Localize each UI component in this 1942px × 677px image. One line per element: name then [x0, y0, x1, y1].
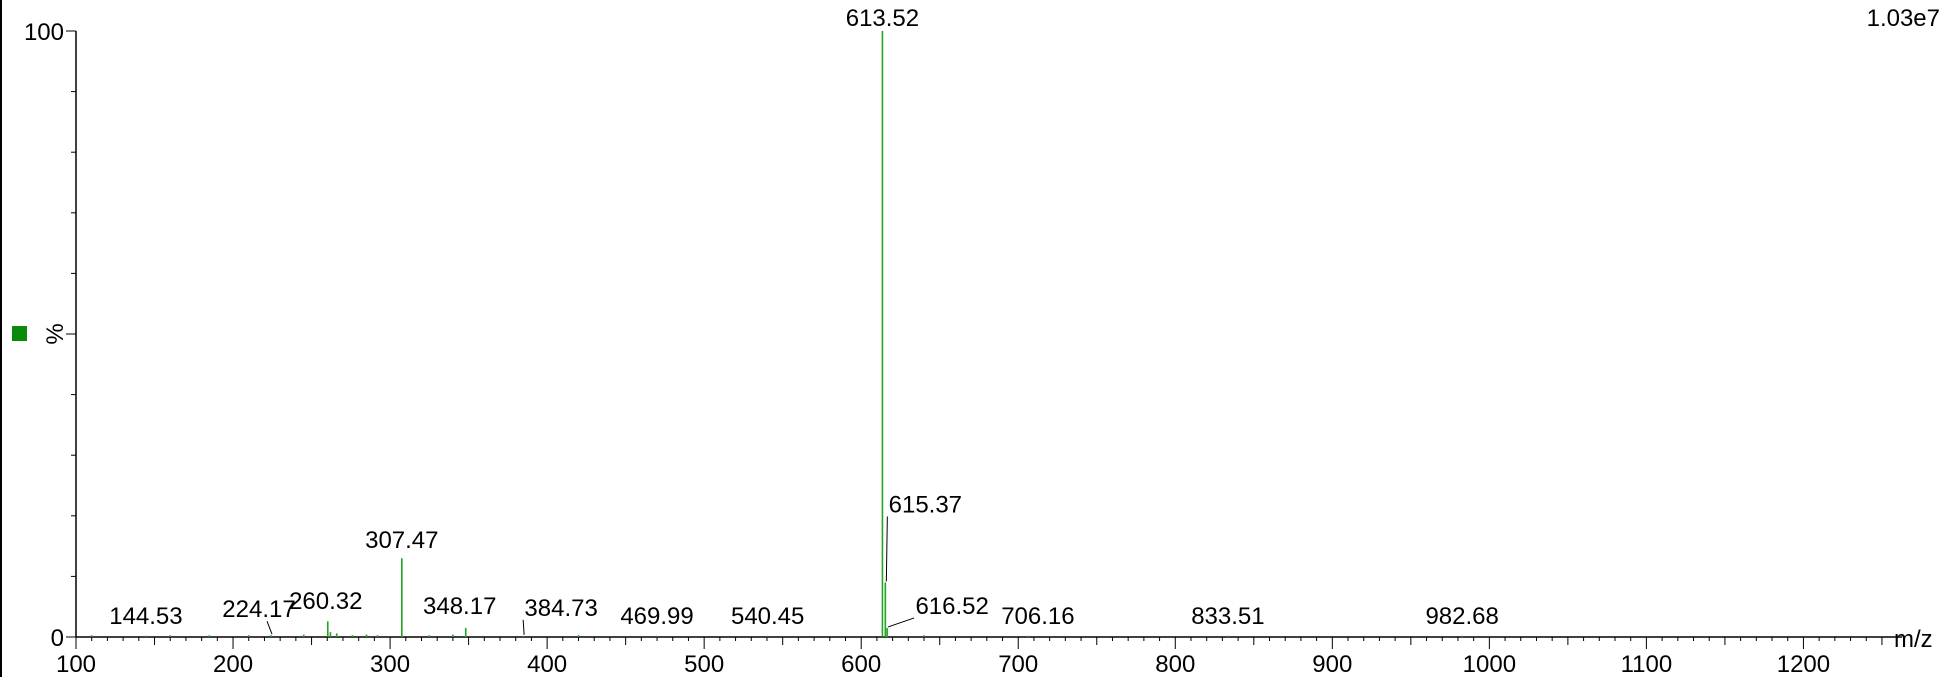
peak-label: 307.47 [365, 527, 438, 554]
peak-label: 613.52 [846, 5, 919, 32]
x-tick-label: 100 [56, 651, 96, 677]
x-tick-label: 300 [370, 651, 410, 677]
peak-label: 144.53 [109, 603, 182, 630]
peak-label: 615.37 [889, 491, 962, 518]
x-tick-label: 600 [841, 651, 881, 677]
peak-label: 540.45 [731, 603, 804, 630]
peak-label: 469.99 [620, 603, 693, 630]
peak-label-leader [266, 621, 273, 635]
x-tick-label: 900 [1312, 651, 1352, 677]
plot-axes: 100 200 300 400 500 600 700 800 900 1000 1100 1200 0… [24, 19, 1902, 677]
x-tick-label: 1200 [1777, 651, 1830, 677]
x-axis-label: m/z [1894, 626, 1933, 653]
peak-label: 833.51 [1191, 603, 1264, 630]
peak-label-leader [887, 617, 915, 628]
peak-label: 706.16 [1001, 603, 1074, 630]
x-tick-label: 1100 [1621, 651, 1673, 677]
peak-label: 224.17 [222, 596, 295, 623]
x-tick-label: 1000 [1463, 651, 1516, 677]
x-tick-label: 700 [998, 651, 1038, 677]
peak-label: 982.68 [1425, 603, 1498, 630]
y-tick-label: 0 [51, 625, 64, 652]
x-tick-label: 500 [684, 651, 724, 677]
peak-label: 348.17 [423, 593, 496, 620]
peak-label: 260.32 [289, 588, 362, 615]
intensity-scale-label: 1.03e7 [1867, 5, 1940, 32]
peak-label: 384.73 [524, 595, 597, 622]
y-axis-label: % [42, 323, 69, 344]
x-tick-label: 800 [1155, 651, 1195, 677]
peak-label: 616.52 [915, 593, 988, 620]
peak-label-leader [522, 619, 525, 635]
y-tick-label: 100 [24, 19, 64, 46]
peak-label-leader [885, 516, 888, 582]
x-tick-label: 200 [213, 651, 253, 677]
x-tick-label: 400 [527, 651, 567, 677]
series-marker-icon [12, 326, 27, 341]
plot-peaks [90, 31, 1463, 637]
